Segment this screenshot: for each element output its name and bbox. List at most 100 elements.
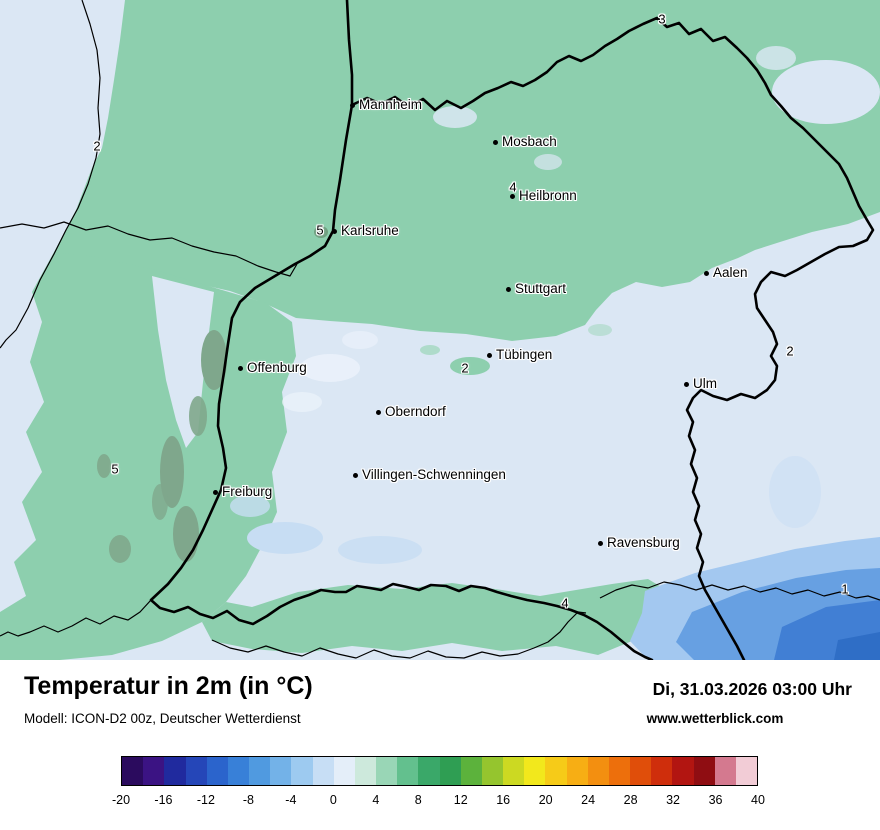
region-green-south xyxy=(202,579,668,655)
ridge-patch xyxy=(173,506,199,562)
temp-value: 3 xyxy=(658,11,666,27)
colorbar-segment xyxy=(587,757,609,785)
page-title: Temperatur in 2m (in °C) xyxy=(24,672,313,700)
colorbar-tick-label: 8 xyxy=(414,793,422,807)
pale-patch xyxy=(756,46,796,70)
footer: Temperatur in 2m (in °C) Di, 31.03.2026 … xyxy=(0,660,880,830)
temp-value: 5 xyxy=(111,461,119,477)
temp-value: 4 xyxy=(509,179,517,195)
city-label: Mannheim xyxy=(359,96,423,112)
colorbar-tick-label: -20 xyxy=(111,793,131,807)
border-thin-west-horizontal xyxy=(0,221,298,277)
city-dot-icon xyxy=(505,286,511,292)
colorbar-segment xyxy=(291,757,313,785)
colorbar-segment xyxy=(630,757,652,785)
forecast-datetime: Di, 31.03.2026 03:00 Uhr xyxy=(652,679,852,699)
temp-value: 2 xyxy=(93,138,101,154)
colorbar-segment xyxy=(566,757,588,785)
colorbar-segment xyxy=(376,757,398,785)
light-patch xyxy=(342,331,378,349)
colorbar-tick-label: 4 xyxy=(372,793,380,807)
city-label: Aalen xyxy=(713,264,748,280)
colorbar-segment xyxy=(460,757,482,785)
city-label: Heilbronn xyxy=(519,187,577,203)
colorbar-tick-label: 28 xyxy=(623,793,638,807)
border-thin-southeast xyxy=(599,581,880,601)
colorbar-segment xyxy=(206,757,228,785)
temp-value: 5 xyxy=(316,222,324,238)
colorbar-segment xyxy=(418,757,440,785)
city-dot-icon xyxy=(486,352,492,358)
city-label: Tübingen xyxy=(496,346,553,362)
temp-value: 2 xyxy=(461,360,469,376)
colorbar-segment xyxy=(270,757,292,785)
city-label: Freiburg xyxy=(222,483,273,499)
colorbar-segment xyxy=(545,757,567,785)
colorbar-segment xyxy=(651,757,673,785)
state-border-north-east xyxy=(350,16,875,660)
border-thin-northwest xyxy=(0,0,101,349)
colorbar-segment xyxy=(714,757,736,785)
colorbar-tick-label: 36 xyxy=(708,793,723,807)
cool-patch xyxy=(769,456,821,528)
ridge-patch xyxy=(189,396,207,436)
colorbar-segment xyxy=(503,757,525,785)
pale-patch xyxy=(534,154,562,170)
colorbar-segment xyxy=(312,757,334,785)
city-dot-icon xyxy=(352,472,358,478)
colorbar-tick-label: -8 xyxy=(242,793,254,807)
cool-patch xyxy=(247,522,323,554)
city-label: Karlsruhe xyxy=(341,222,399,238)
colorbar-segment xyxy=(608,757,631,785)
colorbar-tick-label: 12 xyxy=(453,793,468,807)
colorbar-tick-label: -4 xyxy=(285,793,297,807)
colorbar-segment xyxy=(672,757,694,785)
colorbar-segment xyxy=(249,757,271,785)
colorbar: -20 -16 -12 -8 -4 0 4 8 12 16 20 24 28 32 36 40 xyxy=(112,756,765,811)
colorbar-segment xyxy=(122,757,144,785)
state-border-west-south xyxy=(149,0,654,660)
temp-value: 2 xyxy=(786,343,794,359)
colorbar-tick-label: 16 xyxy=(496,793,511,807)
colorbar-segment xyxy=(185,757,207,785)
light-patch xyxy=(282,392,322,412)
city-label: Stuttgart xyxy=(515,280,567,296)
city-dot-icon xyxy=(331,228,337,234)
cool-patch xyxy=(338,536,422,564)
colorbar-segment xyxy=(524,757,546,785)
colorbar-segment xyxy=(333,757,355,785)
light-patch xyxy=(300,354,360,382)
colorbar-segment xyxy=(439,757,461,785)
pale-patch xyxy=(433,106,477,128)
pale-patch-northeast xyxy=(772,60,880,124)
city-dot-icon xyxy=(349,102,355,108)
city-dot-icon xyxy=(597,540,603,546)
city-dot-icon xyxy=(375,409,381,415)
website-label: www.wetterblick.com xyxy=(646,711,784,726)
colorbar-segment xyxy=(735,757,758,785)
city-label: Ulm xyxy=(693,375,717,391)
colorbar-segment xyxy=(143,757,165,785)
green-island xyxy=(420,345,440,355)
colorbar-tick-label: 24 xyxy=(581,793,596,807)
map-svg xyxy=(0,0,880,660)
ridge-patch xyxy=(97,454,111,478)
border-thin-southwest xyxy=(0,599,152,637)
region-green-north xyxy=(54,0,880,341)
colorbar-segment xyxy=(481,757,504,785)
green-island-tuebingen xyxy=(450,357,490,375)
city-label: Mosbach xyxy=(502,133,557,149)
city-dot-icon xyxy=(212,489,218,495)
colorbar-tick-label: -16 xyxy=(154,793,173,807)
map-overlay: Mannheim Mosbach Heilbronn Karlsruhe Stuttga… xyxy=(93,11,848,611)
region-blue-alps-deepest xyxy=(834,632,880,660)
colorbar-segment xyxy=(227,757,250,785)
colorbar-segment xyxy=(397,757,419,785)
ridge-patch xyxy=(109,535,131,563)
cool-patch xyxy=(230,495,270,517)
city-label: Ravensburg xyxy=(607,534,680,550)
city-dot-icon xyxy=(237,365,243,371)
ridge-patch xyxy=(160,436,184,508)
ridge-patch xyxy=(152,484,168,520)
